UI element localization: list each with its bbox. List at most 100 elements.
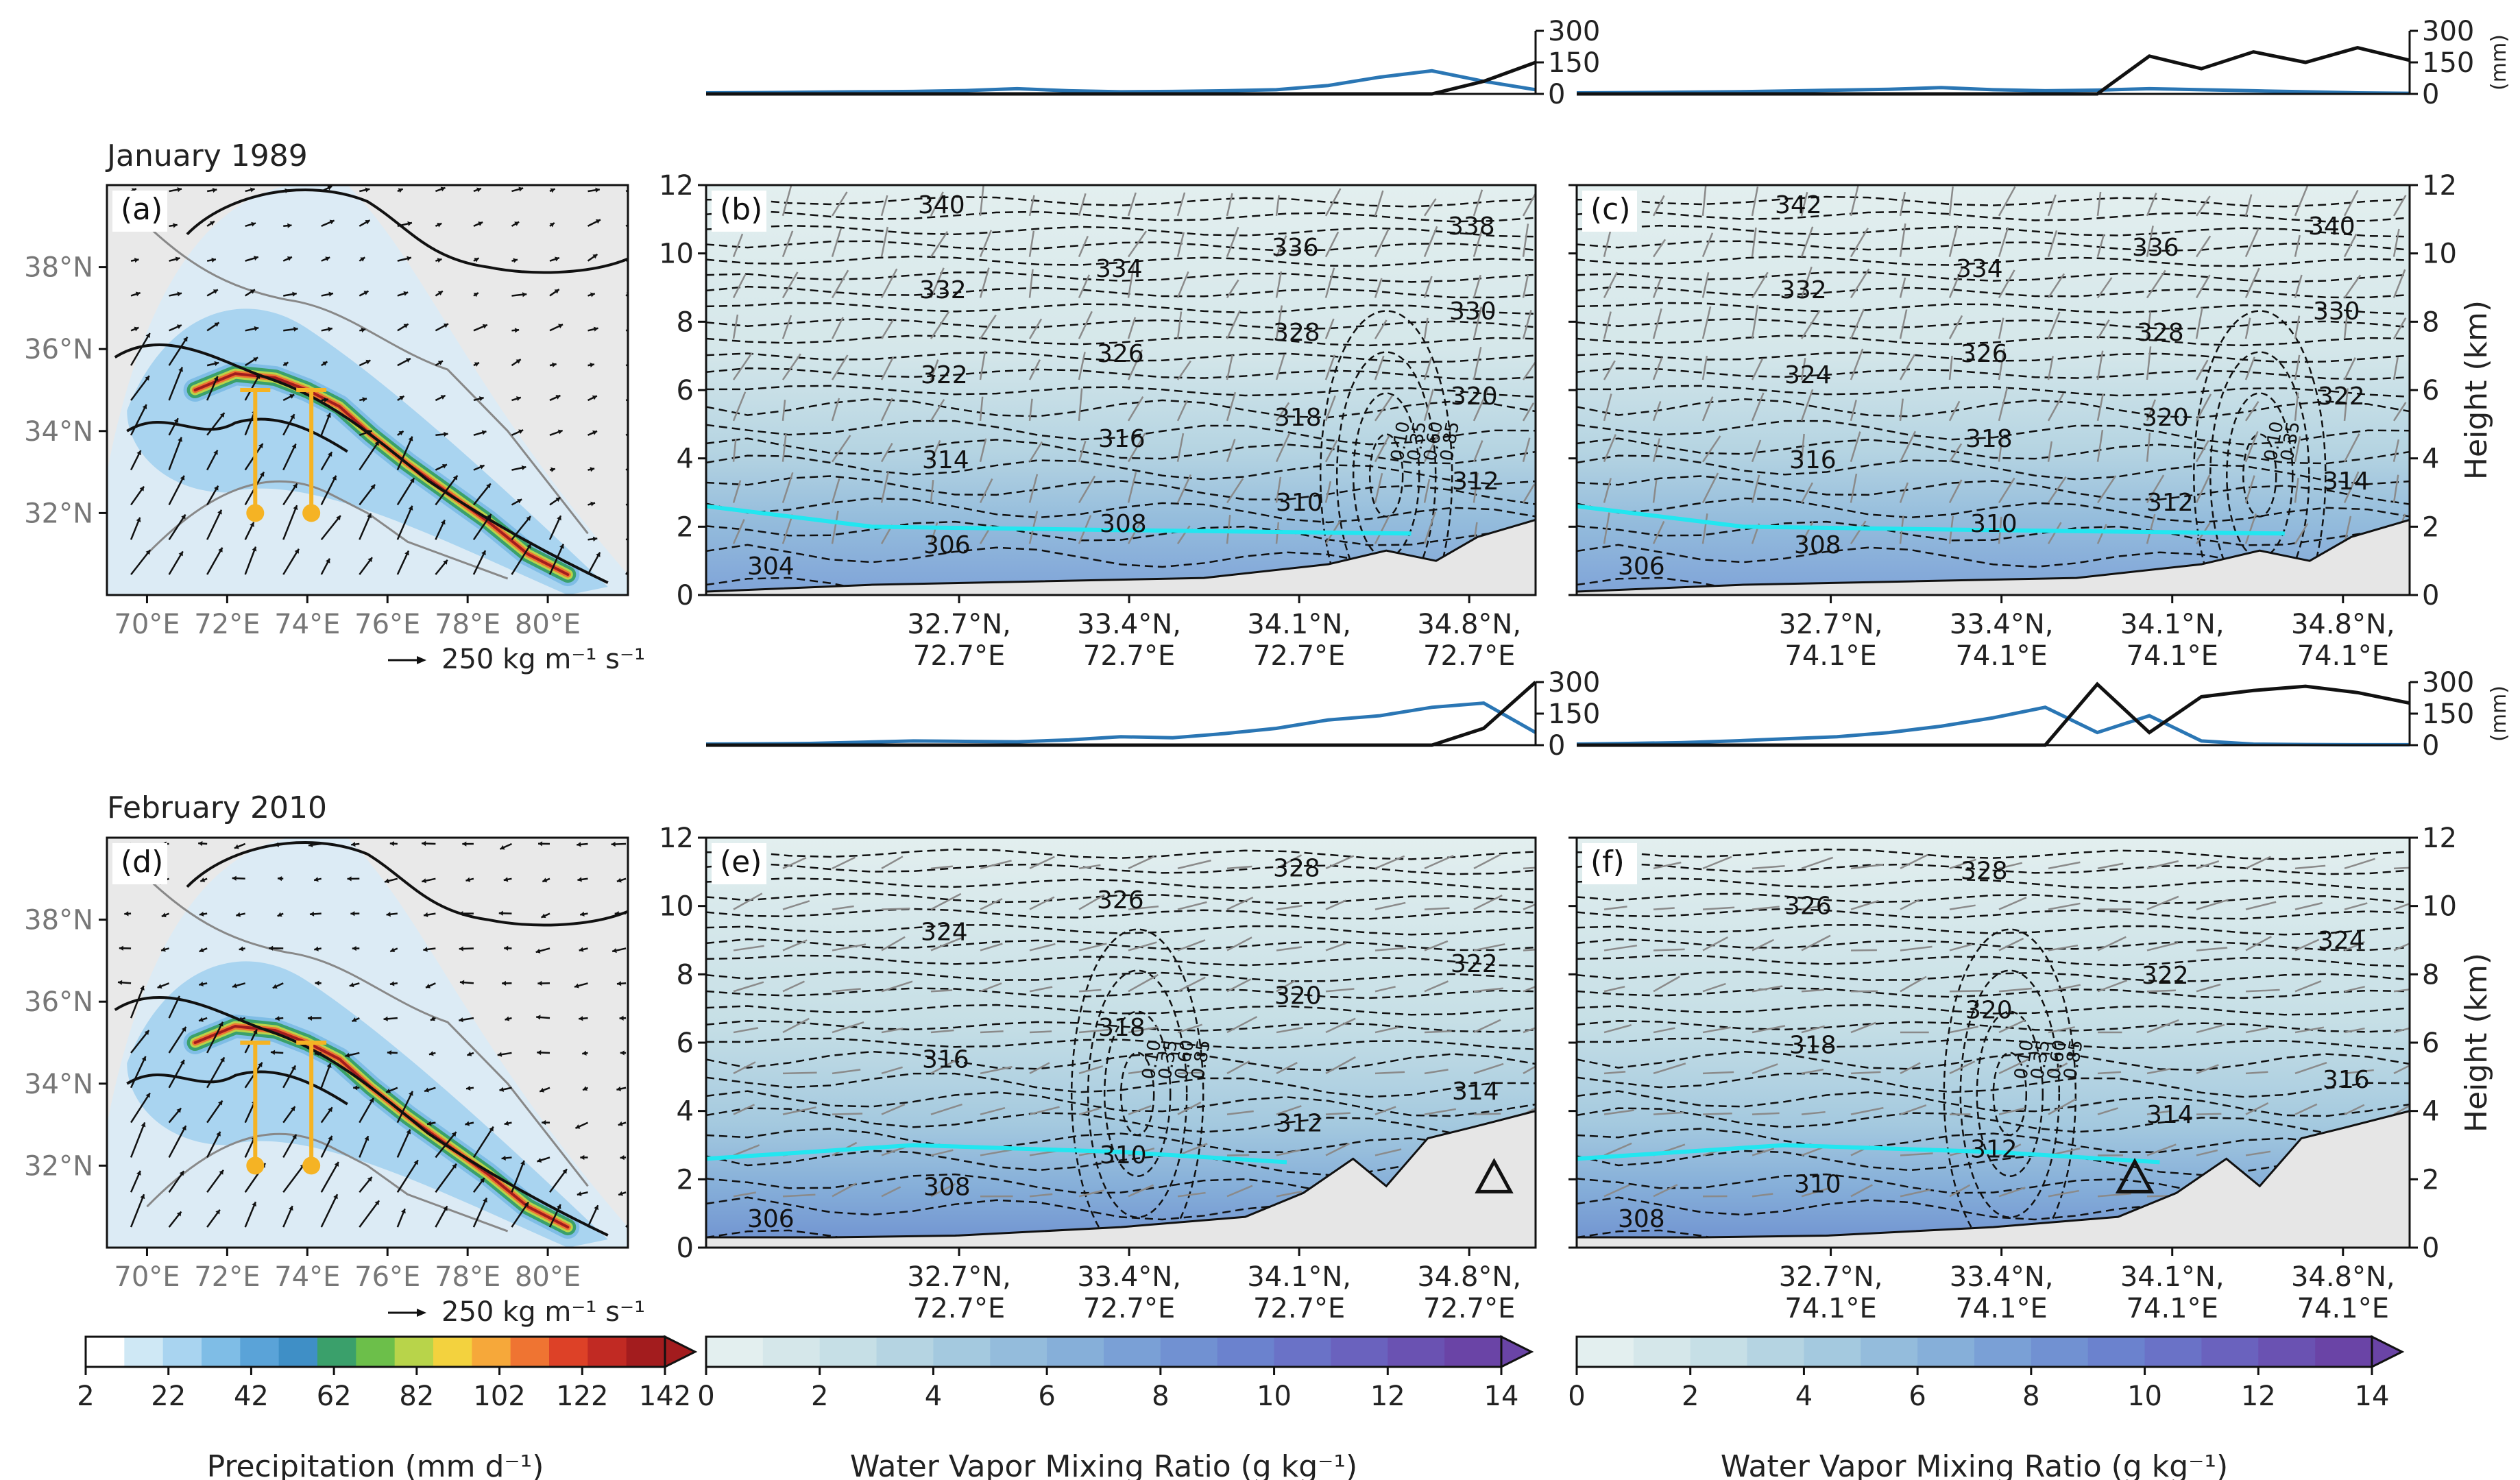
vertical-wind-vector	[1028, 318, 1043, 339]
wind-vector-head	[398, 188, 403, 193]
vertical-wind-vector	[881, 856, 904, 869]
vertical-wind-vector	[1523, 985, 1536, 993]
vertical-wind-vector	[1998, 897, 2027, 910]
vertical-wind-vector	[1078, 388, 1083, 421]
wind-vector-head	[424, 1087, 429, 1093]
theta-contour	[706, 195, 1536, 208]
colorbar-extend	[664, 1335, 698, 1369]
vertical-wind-vector	[732, 439, 737, 462]
vertical-wind-vector	[733, 1104, 755, 1115]
wind-vector	[548, 1204, 561, 1228]
wind-vector-head	[178, 551, 183, 557]
y-tick-label: 12	[659, 170, 694, 202]
theta-label: 318	[1274, 404, 1322, 432]
wind-vector	[359, 1200, 380, 1228]
wind-vector-head	[309, 911, 315, 917]
vertical-wind-vector	[832, 1069, 861, 1075]
vertical-wind-vector	[1176, 525, 1191, 544]
terrain-contour	[186, 841, 628, 927]
theta-contour	[1577, 1050, 2410, 1071]
terrain	[706, 518, 1536, 595]
wind-vector-head	[213, 450, 218, 455]
triangle-marker	[2115, 1158, 2155, 1193]
wind-vector	[625, 293, 628, 297]
theta-contour	[706, 385, 1536, 398]
x-tick-label: 80°E	[515, 1261, 581, 1293]
wind-vector-head	[524, 1202, 529, 1207]
vertical-wind-vector	[1128, 941, 1157, 951]
vertical-wind-vector	[1078, 864, 1101, 870]
vertical-wind-vector	[1177, 1102, 1202, 1115]
wind-vector-head	[483, 1198, 487, 1203]
vertical-wind-vector	[1128, 905, 1159, 910]
wind-vector-head	[134, 326, 139, 332]
vertical-wind-vector	[1800, 521, 1814, 544]
vertical-wind-vector	[1653, 1111, 1684, 1115]
wind-vector-head	[289, 394, 295, 399]
wind-vector-head	[327, 452, 332, 457]
vertical-wind-vector	[1226, 439, 1236, 463]
wind-vector-head	[176, 1211, 182, 1217]
wind-vector-head	[634, 360, 639, 365]
vertical-wind-vector	[1078, 943, 1107, 951]
theta-label: 324	[921, 919, 968, 947]
wind-vector-head	[272, 984, 278, 989]
vertical-wind-vector	[1603, 512, 1610, 544]
vertical-wind-vector	[1523, 903, 1536, 910]
theta-label: 328	[1961, 858, 2008, 886]
vertical-wind-vector	[1078, 352, 1086, 380]
y-tick-label: 38°N	[24, 905, 93, 936]
vertical-wind-vector	[1276, 1149, 1301, 1156]
cross-content: 3063083103123143163183203223243263280.10…	[706, 838, 1536, 1248]
y-tick-label-right: 10	[2422, 891, 2457, 923]
wind-vector-head	[550, 467, 555, 472]
theta-contour	[706, 285, 1536, 299]
vertical-wind-vector	[1324, 481, 1332, 503]
wind-vector-head	[258, 444, 263, 449]
vertical-wind-vector	[1029, 1193, 1053, 1198]
colorbar-tick-label: 2	[1682, 1381, 1699, 1412]
vertical-wind-vector	[2245, 1027, 2268, 1034]
qv-field	[1577, 185, 2410, 595]
wind-vector-head	[579, 947, 584, 952]
vertical-wind-vector	[1522, 274, 1529, 298]
wind-vector-head	[324, 397, 328, 402]
wind-vector	[511, 1201, 530, 1228]
theta-contour	[706, 938, 1536, 951]
vertical-wind-vector	[881, 1103, 906, 1115]
wind-vector-head	[489, 1126, 494, 1132]
wind-vector-head	[181, 514, 186, 520]
vertical-wind-vector	[2343, 189, 2359, 217]
map-content	[107, 185, 639, 595]
wind-vector-head	[327, 186, 332, 191]
vertical-wind-vector	[1424, 907, 1450, 910]
vertical-wind-vector	[930, 480, 934, 503]
x-tick-label: 70°E	[114, 609, 180, 640]
wind-vector-head	[595, 187, 600, 193]
vertical-wind-vector	[782, 939, 808, 951]
vertical-wind-vector	[930, 231, 949, 258]
x-tick-label: 33.4°N,	[1950, 1261, 2054, 1293]
vertical-wind-vector	[1522, 437, 1531, 462]
vertical-wind-vector	[1850, 949, 1877, 951]
wind-vector-head	[250, 289, 255, 294]
vertical-wind-vector	[1948, 355, 1953, 380]
vertical-wind-vector	[1850, 899, 1879, 910]
wind-vector	[168, 1059, 185, 1089]
vertical-wind-vector	[2392, 402, 2407, 422]
vertical-wind-vector	[2096, 191, 2102, 216]
vertical-wind-vector	[1473, 389, 1489, 422]
vertical-wind-vector	[1652, 308, 1662, 339]
vertical-wind-vector	[979, 350, 986, 380]
wind-vector-head	[634, 533, 639, 538]
theta-contour	[1577, 240, 2410, 252]
vertical-wind-vector	[930, 937, 962, 951]
wind-vector-head	[134, 258, 139, 263]
wind-vector-head	[325, 256, 330, 262]
vertical-wind-vector	[1603, 393, 1612, 422]
vertical-wind-vector	[1751, 439, 1762, 463]
vertical-wind-vector	[1177, 1071, 1204, 1075]
theta-contour	[706, 971, 1536, 982]
x-tick-label: 72.7°E	[913, 1293, 1005, 1324]
